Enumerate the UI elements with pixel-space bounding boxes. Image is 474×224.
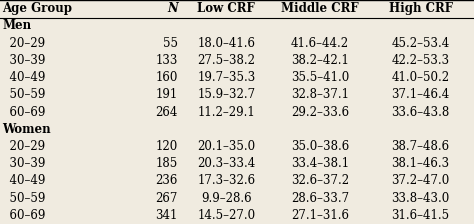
Text: Low CRF: Low CRF — [198, 2, 255, 15]
Text: 50–59: 50–59 — [2, 88, 46, 101]
Text: 185: 185 — [155, 157, 178, 170]
Text: 20.1–35.0: 20.1–35.0 — [197, 140, 255, 153]
Text: 191: 191 — [155, 88, 178, 101]
Text: 50–59: 50–59 — [2, 192, 46, 205]
Text: 41.0–50.2: 41.0–50.2 — [392, 71, 450, 84]
Text: 33.4–38.1: 33.4–38.1 — [291, 157, 349, 170]
Text: 236: 236 — [155, 174, 178, 187]
Text: Women: Women — [2, 123, 51, 136]
Text: Middle CRF: Middle CRF — [281, 2, 359, 15]
Text: 35.0–38.6: 35.0–38.6 — [291, 140, 349, 153]
Text: 27.1–31.6: 27.1–31.6 — [291, 209, 349, 222]
Text: 30–39: 30–39 — [2, 54, 46, 67]
Text: 17.3–32.6: 17.3–32.6 — [197, 174, 255, 187]
Text: 133: 133 — [155, 54, 178, 67]
Text: 37.1–46.4: 37.1–46.4 — [392, 88, 450, 101]
Text: 60–69: 60–69 — [2, 209, 46, 222]
Text: 19.7–35.3: 19.7–35.3 — [197, 71, 255, 84]
Text: 28.6–33.7: 28.6–33.7 — [291, 192, 349, 205]
Text: 9.9–28.6: 9.9–28.6 — [201, 192, 252, 205]
Text: Men: Men — [2, 19, 31, 32]
Text: 41.6–44.2: 41.6–44.2 — [291, 37, 349, 50]
Text: 33.8–43.0: 33.8–43.0 — [392, 192, 450, 205]
Text: 40–49: 40–49 — [2, 174, 46, 187]
Text: 27.5–38.2: 27.5–38.2 — [197, 54, 255, 67]
Text: 42.2–53.3: 42.2–53.3 — [392, 54, 450, 67]
Text: 14.5–27.0: 14.5–27.0 — [197, 209, 255, 222]
Text: 120: 120 — [155, 140, 178, 153]
Text: 60–69: 60–69 — [2, 106, 46, 118]
Text: 38.1–46.3: 38.1–46.3 — [392, 157, 450, 170]
Text: 29.2–33.6: 29.2–33.6 — [291, 106, 349, 118]
Text: N: N — [167, 2, 178, 15]
Text: 40–49: 40–49 — [2, 71, 46, 84]
Text: High CRF: High CRF — [389, 2, 453, 15]
Text: 160: 160 — [155, 71, 178, 84]
Text: 38.7–48.6: 38.7–48.6 — [392, 140, 450, 153]
Text: 33.6–43.8: 33.6–43.8 — [392, 106, 450, 118]
Text: 15.9–32.7: 15.9–32.7 — [197, 88, 255, 101]
Text: 267: 267 — [155, 192, 178, 205]
Text: 31.6–41.5: 31.6–41.5 — [392, 209, 450, 222]
Text: 20–29: 20–29 — [2, 140, 46, 153]
Text: 264: 264 — [155, 106, 178, 118]
Text: 45.2–53.4: 45.2–53.4 — [392, 37, 450, 50]
Text: 55: 55 — [163, 37, 178, 50]
Text: 38.2–42.1: 38.2–42.1 — [291, 54, 349, 67]
Text: 30–39: 30–39 — [2, 157, 46, 170]
Text: 20.3–33.4: 20.3–33.4 — [197, 157, 255, 170]
Text: 341: 341 — [155, 209, 178, 222]
Text: 18.0–41.6: 18.0–41.6 — [197, 37, 255, 50]
Text: 11.2–29.1: 11.2–29.1 — [198, 106, 255, 118]
Text: Age Group: Age Group — [2, 2, 73, 15]
Text: 37.2–47.0: 37.2–47.0 — [392, 174, 450, 187]
Text: 35.5–41.0: 35.5–41.0 — [291, 71, 349, 84]
Text: 32.6–37.2: 32.6–37.2 — [291, 174, 349, 187]
Text: 32.8–37.1: 32.8–37.1 — [291, 88, 349, 101]
Text: 20–29: 20–29 — [2, 37, 46, 50]
